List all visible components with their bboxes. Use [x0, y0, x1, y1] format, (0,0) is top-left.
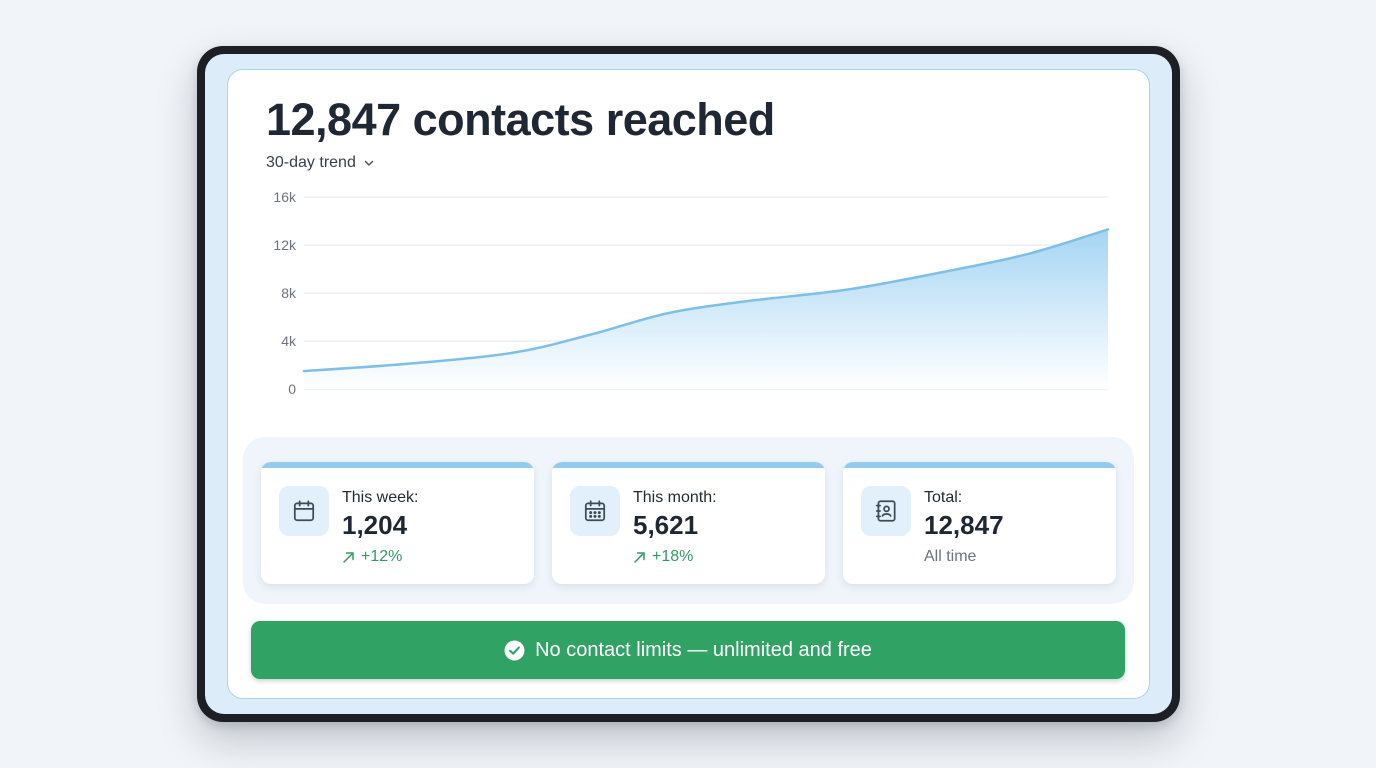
y-tick-label: 4k — [281, 333, 297, 349]
page-title: 12,847 contacts reached — [266, 94, 775, 145]
stat-change-value: +12% — [361, 548, 403, 565]
stat-label: This month: — [633, 489, 717, 506]
stat-subtext: All time — [924, 548, 977, 565]
y-tick-label: 12k — [273, 237, 297, 253]
chevron-down-icon — [364, 160, 374, 166]
y-tick-label: 16k — [273, 189, 297, 205]
tablet-frame: 12,847 contacts reached 30-day trend 0 4k… — [197, 46, 1180, 722]
stat-accent-bar — [261, 462, 534, 468]
banner-label: No contact limits — unlimited and free — [535, 638, 872, 661]
stat-change-value: +18% — [652, 548, 694, 565]
stats-panel: This week: 1,204 +12% — [243, 437, 1134, 604]
area-fill — [304, 229, 1108, 389]
trend-range-label: 30-day trend — [266, 154, 356, 171]
contact-book-icon — [861, 486, 911, 536]
stat-value: 12,847 — [924, 510, 1004, 540]
stat-value: 5,621 — [633, 510, 699, 540]
tablet-screen: 12,847 contacts reached 30-day trend 0 4k… — [205, 54, 1172, 714]
stat-value: 1,204 — [342, 510, 408, 540]
calendar-grid-icon — [570, 486, 620, 536]
stat-accent-bar — [552, 462, 825, 468]
stat-change: +18% — [633, 548, 693, 566]
trend-range-dropdown[interactable]: 30-day trend — [266, 154, 375, 172]
y-tick-label: 0 — [288, 381, 296, 395]
contacts-card: 12,847 contacts reached 30-day trend 0 4k… — [227, 69, 1150, 699]
stat-card-month: This month: 5,621 +18% — [552, 462, 825, 584]
trend-up-arrow-icon — [343, 551, 354, 563]
unlimited-contacts-banner-button[interactable]: No contact limits — unlimited and free — [251, 621, 1125, 679]
stat-card-total: Total: 12,847 All time — [843, 462, 1116, 584]
calendar-icon — [279, 486, 329, 536]
stat-change: +12% — [342, 548, 402, 566]
trend-up-arrow-icon — [634, 551, 645, 563]
stat-label: Total: — [924, 489, 963, 506]
stat-accent-bar — [843, 462, 1116, 468]
y-tick-label: 8k — [281, 285, 297, 301]
stat-card-week: This week: 1,204 +12% — [261, 462, 534, 584]
stat-label: This week: — [342, 489, 419, 506]
check-circle-icon — [504, 640, 525, 660]
series-line — [302, 228, 1110, 373]
